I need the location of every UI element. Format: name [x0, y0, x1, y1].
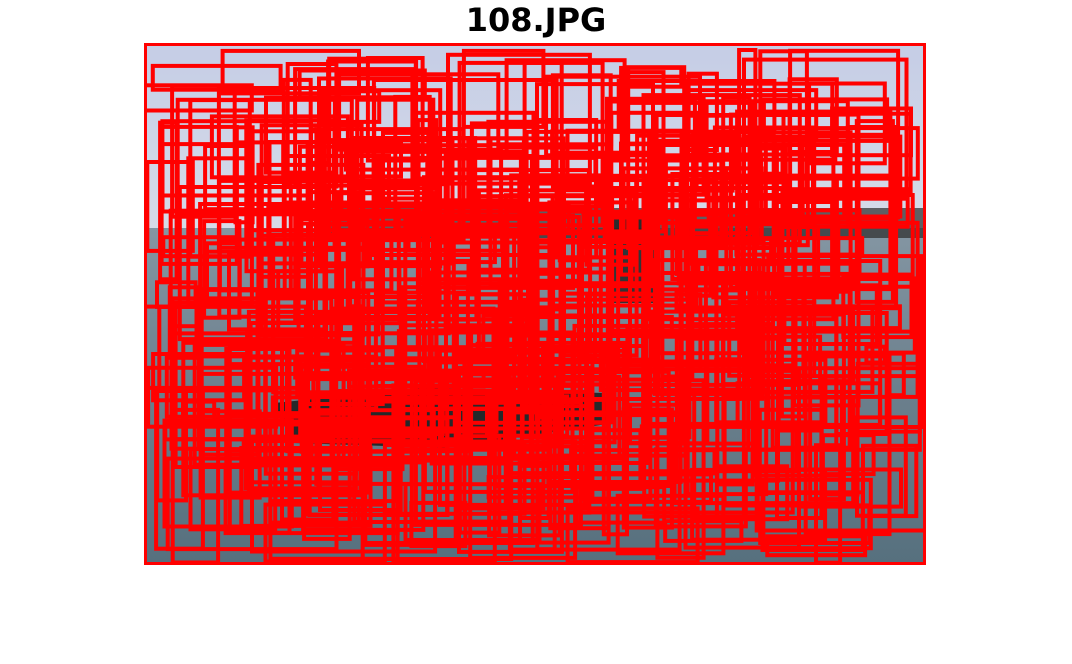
detection-box: [761, 477, 873, 551]
detection-box: [672, 423, 857, 506]
figure-title: 108.JPG: [465, 1, 607, 39]
detection-box: [546, 334, 683, 484]
detection-box: [653, 258, 762, 396]
detection-box: [391, 383, 497, 563]
detection-box: [562, 186, 639, 358]
detection-box: [205, 241, 242, 304]
detection-box: [461, 48, 546, 129]
detection-boxes: [144, 43, 926, 565]
detection-box: [317, 76, 453, 183]
detection-box: [160, 142, 239, 214]
detection-box: [834, 311, 889, 436]
detection-box: [192, 342, 346, 467]
detection-box: [715, 331, 755, 487]
detection-box: [541, 346, 566, 386]
detection-box: [145, 160, 195, 253]
detection-box: [422, 330, 575, 494]
detection-box: [416, 155, 598, 181]
detection-box: [297, 68, 427, 100]
detection-box: [352, 136, 471, 206]
detection-box: [415, 299, 519, 352]
detection-box: [155, 280, 198, 309]
detection-box: [308, 190, 360, 377]
detection-box: [643, 173, 756, 337]
detection-box: [807, 81, 887, 166]
detection-box: [363, 415, 458, 547]
detection-box: [706, 236, 774, 267]
detection-box: [198, 409, 262, 500]
detection-box: [602, 158, 724, 240]
detection-box: [170, 83, 237, 219]
detection-box: [355, 97, 436, 191]
detection-box: [737, 276, 917, 355]
detection-box: [413, 378, 512, 524]
detection-box: [497, 278, 582, 405]
detection-box: [457, 60, 605, 228]
detection-box: [775, 428, 824, 520]
detection-box: [528, 370, 650, 466]
annotated-photo: [144, 43, 926, 565]
detection-box: [685, 387, 769, 497]
detection-box: [754, 306, 875, 394]
detection-box: [619, 65, 684, 89]
detection-box: [170, 296, 334, 442]
detection-box: [550, 129, 652, 155]
detection-box: [144, 43, 926, 565]
detection-box: [616, 79, 777, 134]
detection-box: [437, 234, 534, 322]
detection-box: [803, 354, 892, 537]
detection-box: [165, 456, 339, 552]
detection-box: [295, 348, 385, 399]
detection-box: [268, 499, 361, 525]
detection-box: [841, 272, 914, 340]
detection-box: [403, 482, 542, 543]
detection-box: [781, 111, 913, 194]
detection-box: [150, 63, 283, 92]
detection-box: [444, 258, 471, 283]
detection-box: [641, 93, 802, 246]
detection-box: [674, 208, 862, 276]
detection-box: [293, 213, 479, 322]
detection-box: [737, 48, 758, 221]
detection-box: [574, 485, 667, 525]
detection-box: [590, 357, 653, 501]
detection-box: [509, 173, 602, 209]
detection-box: [742, 57, 909, 201]
detection-box: [316, 313, 365, 496]
detection-box: [625, 324, 710, 446]
detection-box: [758, 49, 809, 198]
detection-box: [808, 312, 846, 502]
detection-box: [151, 352, 247, 403]
detection-box: [536, 413, 680, 440]
